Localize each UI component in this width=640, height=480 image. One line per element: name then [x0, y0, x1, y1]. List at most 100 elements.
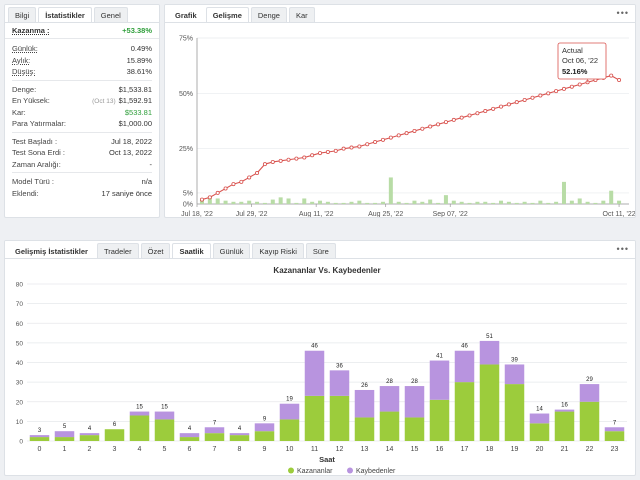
- growth-point: [459, 115, 464, 120]
- growth-point: [451, 117, 456, 122]
- stat-label: Denge:: [12, 84, 37, 94]
- growth-point: [404, 131, 409, 136]
- growth-point: [491, 106, 496, 111]
- bar-winners: [354, 417, 375, 441]
- growth-point: [302, 155, 307, 160]
- bar-losers: [604, 427, 625, 432]
- x-tick-label: Jul 29, '22: [236, 211, 268, 218]
- tab-advanced-stats[interactable]: Gelişmiş İstatistikler: [8, 243, 95, 258]
- volume-bar: [617, 200, 622, 204]
- volume-bar: [310, 201, 315, 204]
- more-menu-icon[interactable]: •••: [616, 244, 629, 254]
- bar-losers: [204, 427, 225, 434]
- y-tick-label: 20: [16, 399, 24, 406]
- volume-bar: [247, 200, 252, 204]
- tab-risk-of-ruin[interactable]: Kayıp Riski: [252, 243, 304, 258]
- tab-summary[interactable]: Özet: [140, 243, 171, 258]
- tab-chart[interactable]: Grafik: [168, 7, 204, 22]
- tab-info[interactable]: Bilgi: [8, 7, 37, 22]
- growth-panel: Grafik Gelişme Denge Kar ••• 0% 5% 25% 50% 7…: [164, 4, 636, 218]
- volume-bar: [270, 199, 275, 204]
- tab-daily[interactable]: Günlük: [212, 243, 251, 258]
- growth-point: [255, 171, 260, 176]
- stat-label: Kar:: [12, 107, 26, 117]
- bar-total-label: 7: [213, 420, 217, 426]
- x-tick-label: 8: [238, 446, 242, 453]
- tab-statistics[interactable]: İstatistikler: [38, 7, 92, 22]
- stat-value: 15.89%: [126, 55, 152, 65]
- tab-balance[interactable]: Denge: [250, 7, 287, 22]
- bar-losers: [179, 433, 200, 438]
- bar-total-label: 6: [113, 422, 117, 428]
- growth-point: [365, 142, 370, 147]
- tab-general[interactable]: Genel: [93, 7, 128, 22]
- growth-point: [373, 140, 378, 145]
- bar-winners: [304, 395, 325, 441]
- tab-duration[interactable]: Süre: [305, 243, 336, 258]
- stat-row-deposits: Para Yatırmalar: $1,000.00: [5, 118, 159, 130]
- growth-point: [530, 95, 535, 100]
- tab-growth[interactable]: Gelişme: [205, 7, 249, 22]
- growth-point: [475, 111, 480, 116]
- tooltip-box: [557, 42, 607, 80]
- volume-bar: [499, 200, 504, 204]
- y-tick-label: 30: [16, 380, 24, 387]
- volume-bar: [294, 202, 299, 204]
- tab-hourly[interactable]: Saatlik: [172, 243, 211, 258]
- growth-point: [325, 149, 330, 154]
- stat-row-daily: Günlük: 0.49%: [5, 43, 159, 55]
- stat-value: $1,592.91: [118, 96, 152, 106]
- bar-losers: [129, 411, 150, 416]
- more-menu-icon[interactable]: •••: [616, 8, 629, 18]
- bar-losers: [304, 350, 325, 396]
- volume-bar: [199, 199, 204, 204]
- volume-bar: [554, 201, 559, 204]
- growth-point: [554, 89, 559, 94]
- volume-bar: [365, 202, 370, 204]
- x-tick-label: 15: [411, 446, 419, 453]
- bar-losers: [479, 340, 500, 365]
- growth-point: [522, 97, 527, 102]
- volume-bar: [239, 201, 244, 204]
- stat-label: En Yüksek:: [12, 96, 50, 106]
- y-tick-label: 40: [16, 360, 24, 367]
- bar-total-label: 28: [411, 379, 418, 385]
- growth-point: [443, 120, 448, 125]
- growth-point: [420, 126, 425, 131]
- volume-bar: [569, 200, 574, 204]
- bar-total-label: 15: [136, 405, 143, 411]
- bar-total-label: 5: [63, 424, 67, 430]
- volume-bar: [262, 202, 267, 204]
- volume-bar: [538, 200, 543, 204]
- y-tick-label: 75%: [179, 36, 193, 43]
- bar-total-label: 29: [586, 377, 593, 383]
- bar-winners: [29, 437, 50, 441]
- divider: [12, 79, 152, 81]
- stat-value: $1,000.00: [118, 119, 152, 129]
- x-tick-label: 16: [436, 446, 444, 453]
- growth-point: [396, 133, 401, 138]
- tab-profit[interactable]: Kar: [288, 7, 315, 22]
- tab-trades[interactable]: Tradeler: [96, 243, 139, 258]
- x-tick-label: 18: [486, 446, 494, 453]
- bar-winners: [604, 431, 625, 441]
- bar-total-label: 16: [561, 403, 568, 409]
- y-tick-label: 0: [19, 439, 23, 446]
- bar-losers: [329, 370, 350, 396]
- volume-bar: [451, 200, 456, 204]
- divider: [12, 172, 152, 173]
- stat-value: $1,533.81: [118, 84, 152, 94]
- x-tick-label: 19: [511, 446, 519, 453]
- bar-winners: [129, 415, 150, 441]
- bar-losers: [29, 435, 50, 438]
- growth-point: [499, 104, 504, 109]
- growth-point: [538, 93, 543, 98]
- stat-value: n/a: [141, 177, 152, 187]
- y-tick-label: 5%: [183, 190, 193, 197]
- stat-value: 38.61%: [126, 67, 152, 77]
- volume-bar: [223, 200, 228, 204]
- volume-bar: [506, 201, 511, 204]
- tooltip-value: 52.16%: [562, 67, 588, 76]
- bar-losers: [54, 431, 75, 438]
- chart-title: Kazananlar Vs. Kaybedenler: [273, 266, 380, 275]
